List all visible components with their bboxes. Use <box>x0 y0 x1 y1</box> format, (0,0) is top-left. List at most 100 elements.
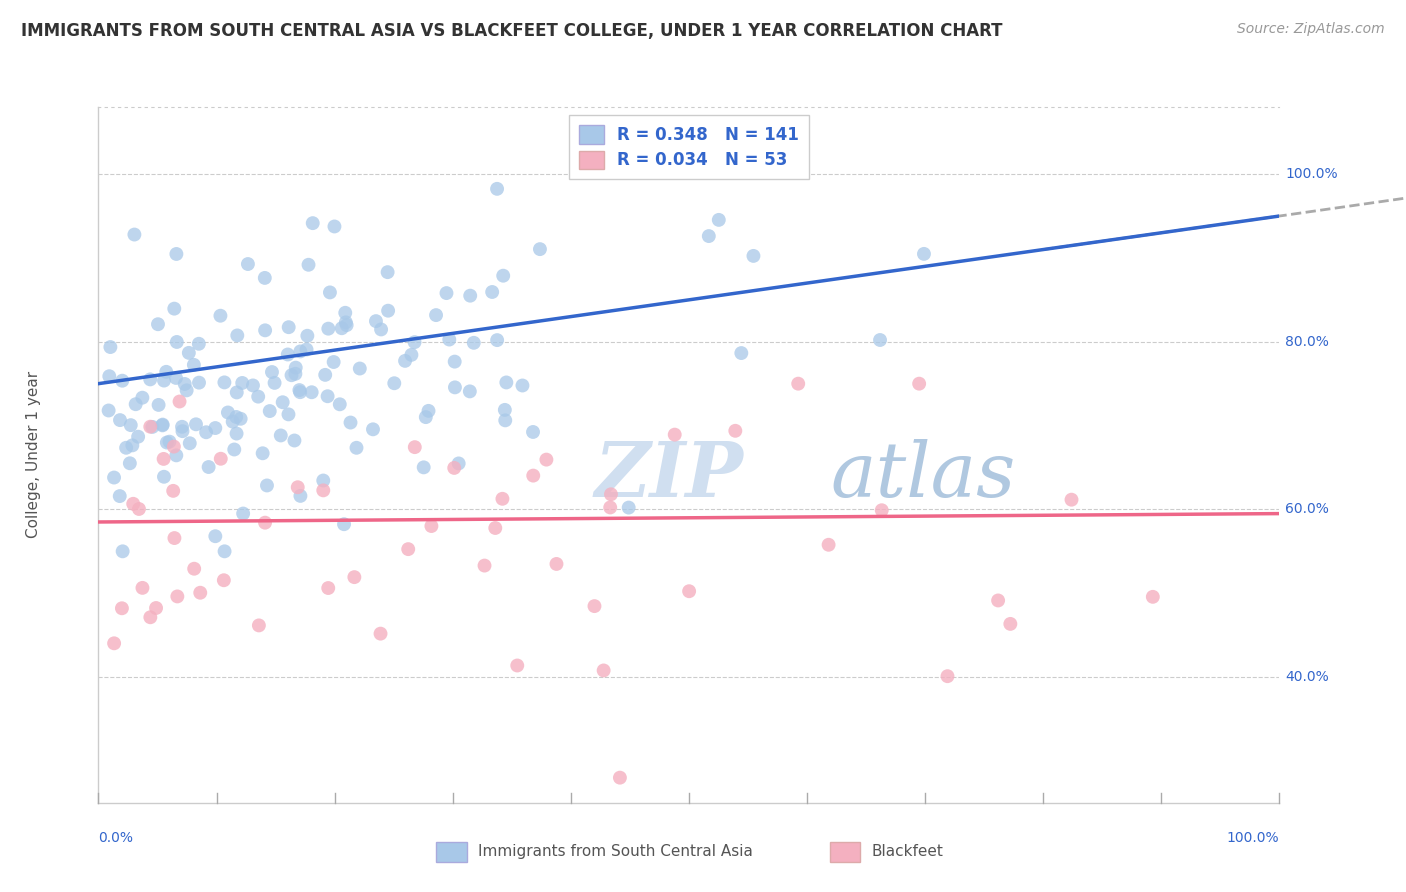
Point <box>443 354 465 368</box>
Point <box>166 334 188 349</box>
Point <box>297 328 319 343</box>
Point <box>152 417 174 432</box>
Point <box>546 557 568 571</box>
Point <box>146 317 169 331</box>
Point <box>908 376 931 391</box>
Point <box>277 320 299 334</box>
Point <box>283 434 305 448</box>
Point <box>377 265 399 279</box>
Point <box>177 346 200 360</box>
Text: College, Under 1 year: College, Under 1 year <box>25 371 41 539</box>
Point <box>260 365 283 379</box>
Point <box>536 452 558 467</box>
Point <box>370 322 392 336</box>
Point <box>492 268 515 283</box>
Point <box>512 378 534 392</box>
Point <box>124 227 146 242</box>
Point <box>370 626 392 640</box>
Point <box>617 500 640 515</box>
Point <box>418 404 440 418</box>
Point <box>155 365 177 379</box>
Point <box>217 405 239 419</box>
Point <box>284 367 307 381</box>
Point <box>183 358 205 372</box>
Point <box>599 500 621 515</box>
Point <box>254 323 277 337</box>
Point <box>349 361 371 376</box>
Point <box>232 507 254 521</box>
Point <box>420 519 443 533</box>
Point <box>339 416 361 430</box>
Point <box>415 410 437 425</box>
Point <box>226 328 249 343</box>
Point <box>145 601 167 615</box>
Point <box>172 424 194 438</box>
Point <box>141 420 163 434</box>
Point <box>247 390 270 404</box>
Point <box>336 318 359 332</box>
Point <box>183 562 205 576</box>
Point <box>165 247 187 261</box>
Text: 80.0%: 80.0% <box>1285 334 1329 349</box>
Point <box>787 376 810 391</box>
Legend: R = 0.348   N = 141, R = 0.034   N = 53: R = 0.348 N = 141, R = 0.034 N = 53 <box>569 115 808 179</box>
Point <box>184 417 207 432</box>
Point <box>329 397 352 411</box>
Point <box>495 376 517 390</box>
Point <box>139 419 162 434</box>
Point <box>425 308 447 322</box>
Point <box>284 360 307 375</box>
Point <box>103 636 125 650</box>
Point <box>152 418 174 433</box>
Point <box>444 380 467 394</box>
Point <box>131 581 153 595</box>
Point <box>197 460 219 475</box>
Point <box>912 247 935 261</box>
Point <box>377 303 399 318</box>
Point <box>247 618 270 632</box>
Point <box>1060 492 1083 507</box>
Point <box>212 573 235 587</box>
Point <box>724 424 747 438</box>
Point <box>139 372 162 386</box>
Point <box>314 368 336 382</box>
Point <box>179 436 201 450</box>
Point <box>486 333 509 347</box>
Point <box>231 376 253 390</box>
Point <box>382 376 405 391</box>
Text: 0.0%: 0.0% <box>98 830 134 845</box>
Point <box>290 489 312 503</box>
Text: atlas: atlas <box>831 439 1017 513</box>
Point <box>153 469 176 483</box>
Point <box>187 336 209 351</box>
Point <box>271 395 294 409</box>
Point <box>600 487 623 501</box>
Point <box>609 771 631 785</box>
Point <box>111 601 134 615</box>
Point <box>173 376 195 391</box>
Point <box>214 376 236 390</box>
Point <box>316 389 339 403</box>
Point <box>697 229 720 244</box>
Point <box>263 376 285 390</box>
Point <box>322 355 344 369</box>
Point <box>159 434 181 449</box>
Text: 100.0%: 100.0% <box>1285 167 1339 181</box>
Point <box>987 593 1010 607</box>
Point <box>463 335 485 350</box>
Point <box>443 461 465 475</box>
Point <box>522 468 544 483</box>
Point <box>152 451 174 466</box>
Text: 60.0%: 60.0% <box>1285 502 1329 516</box>
Point <box>277 408 299 422</box>
Point <box>169 394 191 409</box>
Point <box>869 333 891 347</box>
Text: ZIP: ZIP <box>595 439 744 513</box>
Point <box>486 182 509 196</box>
Point <box>204 421 226 435</box>
Text: Blackfeet: Blackfeet <box>872 845 943 859</box>
Point <box>280 368 302 383</box>
Point <box>361 422 384 436</box>
Point <box>529 242 551 256</box>
Point <box>288 383 311 397</box>
